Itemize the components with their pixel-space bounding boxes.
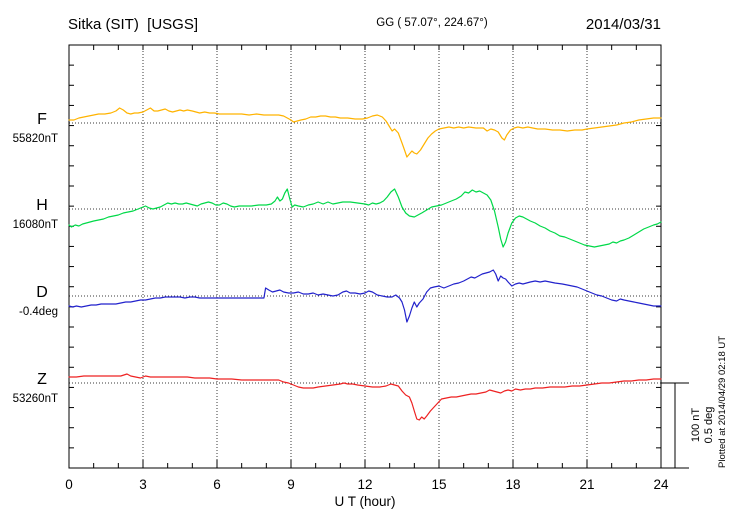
chart-layer: 0 3 6 9 12 15 18 21 24: [65, 44, 689, 492]
x-tick-label: 6: [213, 477, 221, 492]
x-tick-label: 15: [431, 477, 446, 492]
x-tick-label: 3: [139, 477, 147, 492]
trace-D: [68, 269, 662, 323]
scalebar-nt-label: 100 nT: [690, 408, 702, 443]
trace-value-Z: 53260nT: [13, 393, 58, 405]
geographic-coordinates: GG ( 57.07°, 224.67°): [376, 17, 488, 29]
trace-label-H: H: [36, 197, 48, 214]
trace-label-F: F: [37, 111, 47, 128]
x-axis-title: U T (hour): [334, 494, 395, 509]
trace-label-D: D: [36, 284, 48, 301]
trace-value-F: 55820nT: [13, 133, 58, 145]
trace-H: [68, 188, 662, 248]
station-title: Sitka (SIT) [USGS]: [68, 16, 198, 33]
x-tick-label: 0: [65, 477, 73, 492]
trace-label-Z: Z: [37, 371, 47, 388]
trace-value-H: 16080nT: [13, 219, 58, 231]
plot-date: 2014/03/31: [586, 16, 661, 33]
trace-value-D: -0.4deg: [19, 306, 58, 318]
x-tick-label: 21: [579, 477, 594, 492]
x-tick-label: 12: [357, 477, 372, 492]
trace-Z: [68, 373, 662, 421]
scalebar-deg-label: 0.5 deg: [703, 407, 715, 444]
x-tick-label: 24: [653, 477, 669, 492]
x-tick-label: 9: [287, 477, 295, 492]
plot-frame: [68, 44, 662, 469]
x-tick-label: 18: [505, 477, 520, 492]
plot-timestamp: Plotted at 2014/04/29 02:18 UT: [717, 336, 728, 468]
trace-F: [68, 107, 662, 158]
